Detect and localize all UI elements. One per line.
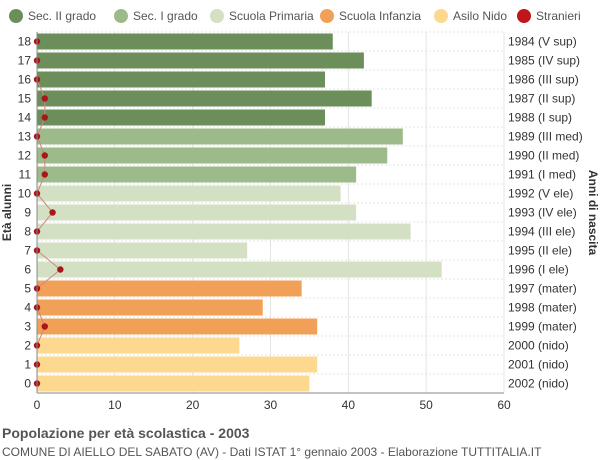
birth-year-tick-label: 1985 (IV sup) [508,54,580,68]
birth-year-tick-label: 1999 (mater) [508,320,577,334]
legend-label: Scuola Primaria [229,9,314,23]
legend-label: Sec. II grado [28,9,96,23]
bar [37,166,357,183]
birth-year-tick-label: 1995 (II ele) [508,244,572,258]
x-tick-label: 20 [186,398,200,412]
age-tick-label: 18 [18,35,32,49]
birth-year-tick-label: 1998 (mater) [508,301,577,315]
legend-marker [114,9,128,23]
x-tick-label: 50 [419,398,433,412]
age-tick-label: 2 [24,339,31,353]
bar [37,261,442,278]
x-tick-label: 0 [34,398,41,412]
bar [37,223,411,240]
bar [37,242,248,259]
age-tick-label: 4 [24,301,31,315]
birth-year-tick-label: 1991 (I med) [508,168,576,182]
bar [37,128,403,145]
bar [37,318,318,335]
age-tick-label: 1 [24,358,31,372]
x-tick-label: 60 [497,398,511,412]
birth-year-tick-label: 1997 (mater) [508,282,577,296]
bar [37,185,341,202]
age-tick-label: 17 [18,54,32,68]
bar [37,147,388,164]
x-tick-label: 40 [342,398,356,412]
age-tick-label: 15 [18,92,32,106]
age-tick-label: 8 [24,225,31,239]
legend-marker [320,9,334,23]
age-tick-label: 10 [18,187,32,201]
age-tick-label: 6 [24,263,31,277]
birth-year-tick-label: 2002 (nido) [508,377,569,391]
birth-year-tick-label: 1993 (IV ele) [508,206,577,220]
birth-year-tick-label: 1988 (I sup) [508,111,572,125]
bar [37,356,318,373]
age-tick-label: 16 [18,73,32,87]
birth-year-tick-label: 1986 (III sup) [508,73,579,87]
x-tick-label: 30 [264,398,278,412]
bar [37,204,357,221]
y-axis-title-left: Età alunni [0,184,14,241]
age-tick-label: 0 [24,377,31,391]
birth-year-tick-label: 1989 (III med) [508,130,583,144]
bar [37,109,325,126]
age-tick-label: 12 [18,149,32,163]
bar [37,71,325,88]
stranieri-point [49,209,56,216]
birth-year-tick-label: 1994 (III ele) [508,225,575,239]
stranieri-point [41,114,48,121]
legend-label: Scuola Infanzia [339,9,421,23]
legend-marker [434,9,448,23]
legend-label: Sec. I grado [133,9,198,23]
stranieri-point [57,266,64,273]
birth-year-tick-label: 1987 (II sup) [508,92,575,106]
stranieri-point [41,152,48,159]
birth-year-tick-label: 2000 (nido) [508,339,569,353]
population-chart: Sec. II grado Sec. I grado Scuola Primaria… [0,9,600,412]
chart-subtitle: COMUNE DI AIELLO DEL SABATO (AV) - Dati … [2,445,542,459]
bar [37,337,240,354]
chart-title: Popolazione per età scolastica - 2003 [2,425,250,441]
bar [37,90,372,107]
legend-marker [210,9,224,23]
age-tick-label: 3 [24,320,31,334]
birth-year-tick-label: 1990 (II med) [508,149,579,163]
birth-year-tick-label: 2001 (nido) [508,358,569,372]
bar [37,33,333,50]
age-tick-label: 9 [24,206,31,220]
bar [37,280,302,297]
legend-label: Stranieri [536,9,581,23]
birth-year-tick-label: 1996 (I ele) [508,263,569,277]
age-tick-label: 5 [24,282,31,296]
stranieri-point [41,171,48,178]
age-tick-label: 13 [18,130,32,144]
legend-marker [517,9,531,23]
legend-label: Asilo Nido [453,9,507,23]
bar [37,299,263,316]
legend-marker [9,9,23,23]
birth-year-tick-label: 1984 (V sup) [508,35,577,49]
bar [37,375,310,392]
stranieri-point [41,323,48,330]
age-tick-label: 7 [24,244,31,258]
birth-year-tick-label: 1992 (V ele) [508,187,573,201]
age-tick-label: 14 [18,111,32,125]
stranieri-point [41,95,48,102]
x-tick-label: 10 [108,398,122,412]
age-tick-label: 11 [19,168,32,182]
y-axis-title-right: Anni di nascita [586,170,600,256]
bar [37,52,364,69]
